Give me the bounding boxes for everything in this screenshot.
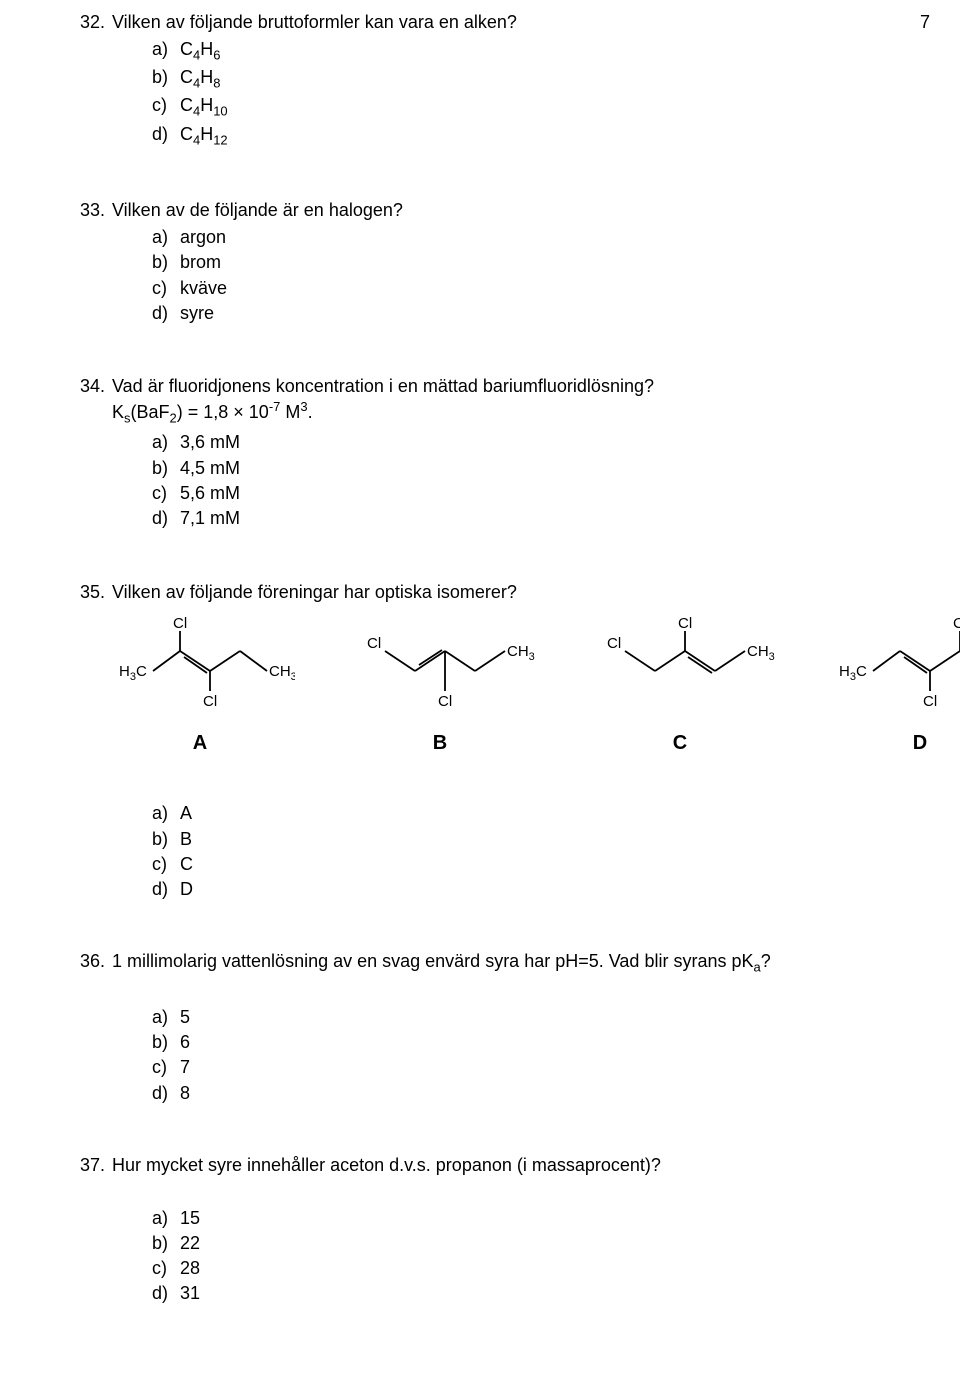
q35-opt-c: c)C bbox=[152, 852, 960, 876]
question-37: 37. Hur mycket syre innehåller aceton d.… bbox=[80, 1153, 960, 1306]
q32-opt-c: c)C4H10 bbox=[152, 93, 228, 120]
svg-text:Cl: Cl bbox=[438, 693, 452, 710]
q33-options: a)argon b)brom c)kväve d)syre bbox=[152, 224, 227, 326]
q37-options: a)15 b)22 c)28 d)31 bbox=[152, 1206, 960, 1306]
question-35: 35. Vilken av följande föreningar har op… bbox=[80, 580, 960, 902]
svg-text:H3C: H3C bbox=[119, 663, 147, 683]
q37-text: Hur mycket syre innehåller aceton d.v.s.… bbox=[112, 1153, 960, 1177]
molecule-B-svg: Cl CH3 Cl bbox=[345, 616, 535, 726]
q34-opt-d: d)7,1 mM bbox=[152, 506, 240, 530]
molecule-A-label: A bbox=[80, 730, 320, 757]
q32-text: Vilken av följande bruttoformler kan var… bbox=[112, 10, 960, 34]
q32-opt-a: a)C4H6 bbox=[152, 37, 228, 64]
svg-text:CH3: CH3 bbox=[507, 643, 535, 663]
question-34: 34. Vad är fluoridjonens koncentration i… bbox=[80, 374, 960, 532]
molecule-D-svg: H3C CH3 Cl Cl bbox=[825, 616, 960, 726]
q32-number: 32. bbox=[80, 10, 112, 34]
molecule-C-svg: Cl CH3 Cl bbox=[585, 616, 775, 726]
q35-text: Vilken av följande föreningar har optisk… bbox=[112, 580, 960, 604]
page-number: 7 bbox=[920, 10, 930, 34]
q33-number: 33. bbox=[80, 198, 112, 222]
svg-text:Cl: Cl bbox=[173, 616, 187, 632]
q37-opt-c: c)28 bbox=[152, 1256, 960, 1280]
question-36: 36. 1 millimolarig vattenlösning av en s… bbox=[80, 949, 960, 1105]
q36-number: 36. bbox=[80, 949, 112, 973]
q35-opt-d: d)D bbox=[152, 877, 960, 901]
molecule-C: Cl CH3 Cl C bbox=[560, 616, 800, 757]
q36-opt-c: c)7 bbox=[152, 1055, 960, 1079]
svg-text:CH3: CH3 bbox=[269, 663, 295, 683]
svg-text:Cl: Cl bbox=[203, 693, 217, 710]
q36-points: (1,0 p) bbox=[80, 979, 960, 1003]
svg-text:H3C: H3C bbox=[839, 663, 867, 683]
q36-opt-a: a)5 bbox=[152, 1005, 960, 1029]
svg-text:Cl: Cl bbox=[367, 635, 381, 652]
q35-number: 35. bbox=[80, 580, 112, 604]
q35-opt-a: a)A bbox=[152, 801, 960, 825]
q36-options: a)5 b)6 c)7 d)8 bbox=[152, 1005, 960, 1105]
q35-molecule-row: H3C CH3 Cl Cl A Cl CH3 Cl bbox=[80, 616, 960, 757]
q33-opt-d: d)syre bbox=[152, 301, 227, 325]
q35-options: a)A b)B c)C d)D bbox=[152, 801, 960, 901]
q34-equation: Ks(BaF2) = 1,8 × 10-7 M3. bbox=[112, 402, 313, 422]
q33-text: Vilken av de följande är en halogen? bbox=[112, 198, 960, 222]
q34-opt-c: c)5,6 mM bbox=[152, 481, 240, 505]
q33-opt-a: a)argon bbox=[152, 225, 227, 249]
q37-opt-b: b)22 bbox=[152, 1231, 960, 1255]
q32-opt-b: b)C4H8 bbox=[152, 65, 228, 92]
molecule-A: H3C CH3 Cl Cl A bbox=[80, 616, 320, 757]
molecule-B-label: B bbox=[320, 730, 560, 757]
q34-opt-a: a)3,6 mM bbox=[152, 430, 240, 454]
molecule-D: H3C CH3 Cl Cl D bbox=[800, 616, 960, 757]
q34-opt-b: b)4,5 mM bbox=[152, 456, 240, 480]
q37-number: 37. bbox=[80, 1153, 112, 1177]
q33-opt-c: c)kväve bbox=[152, 276, 227, 300]
q36-opt-b: b)6 bbox=[152, 1030, 960, 1054]
molecule-A-svg: H3C CH3 Cl Cl bbox=[105, 616, 295, 726]
q33-opt-b: b)brom bbox=[152, 250, 227, 274]
q35-points: (1,0 p) bbox=[80, 775, 960, 799]
molecule-B: Cl CH3 Cl B bbox=[320, 616, 560, 757]
molecule-C-label: C bbox=[560, 730, 800, 757]
svg-text:Cl: Cl bbox=[678, 616, 692, 632]
q37-points: (1,0 p) bbox=[80, 1179, 960, 1203]
q32-opt-d: d)C4H12 bbox=[152, 122, 228, 149]
q36-text: 1 millimolarig vattenlösning av en svag … bbox=[112, 949, 960, 976]
q37-opt-d: d)31 bbox=[152, 1281, 960, 1305]
q34-number: 34. bbox=[80, 374, 112, 398]
question-33: 33. Vilken av de följande är en halogen?… bbox=[80, 198, 960, 326]
q37-opt-a: a)15 bbox=[152, 1206, 960, 1230]
svg-text:CH3: CH3 bbox=[747, 643, 775, 663]
svg-text:Cl: Cl bbox=[953, 616, 960, 632]
svg-text:Cl: Cl bbox=[607, 635, 621, 652]
q36-opt-d: d)8 bbox=[152, 1081, 960, 1105]
q34-text: Vad är fluoridjonens koncentration i en … bbox=[112, 374, 960, 427]
q32-options: a)C4H6 b)C4H8 c)C4H10 d)C4H12 bbox=[152, 36, 228, 149]
svg-text:Cl: Cl bbox=[923, 693, 937, 710]
molecule-D-label: D bbox=[800, 730, 960, 757]
question-32: 32. Vilken av följande bruttoformler kan… bbox=[80, 10, 960, 150]
q35-opt-b: b)B bbox=[152, 827, 960, 851]
q34-options: a)3,6 mM b)4,5 mM c)5,6 mM d)7,1 mM bbox=[152, 429, 240, 531]
